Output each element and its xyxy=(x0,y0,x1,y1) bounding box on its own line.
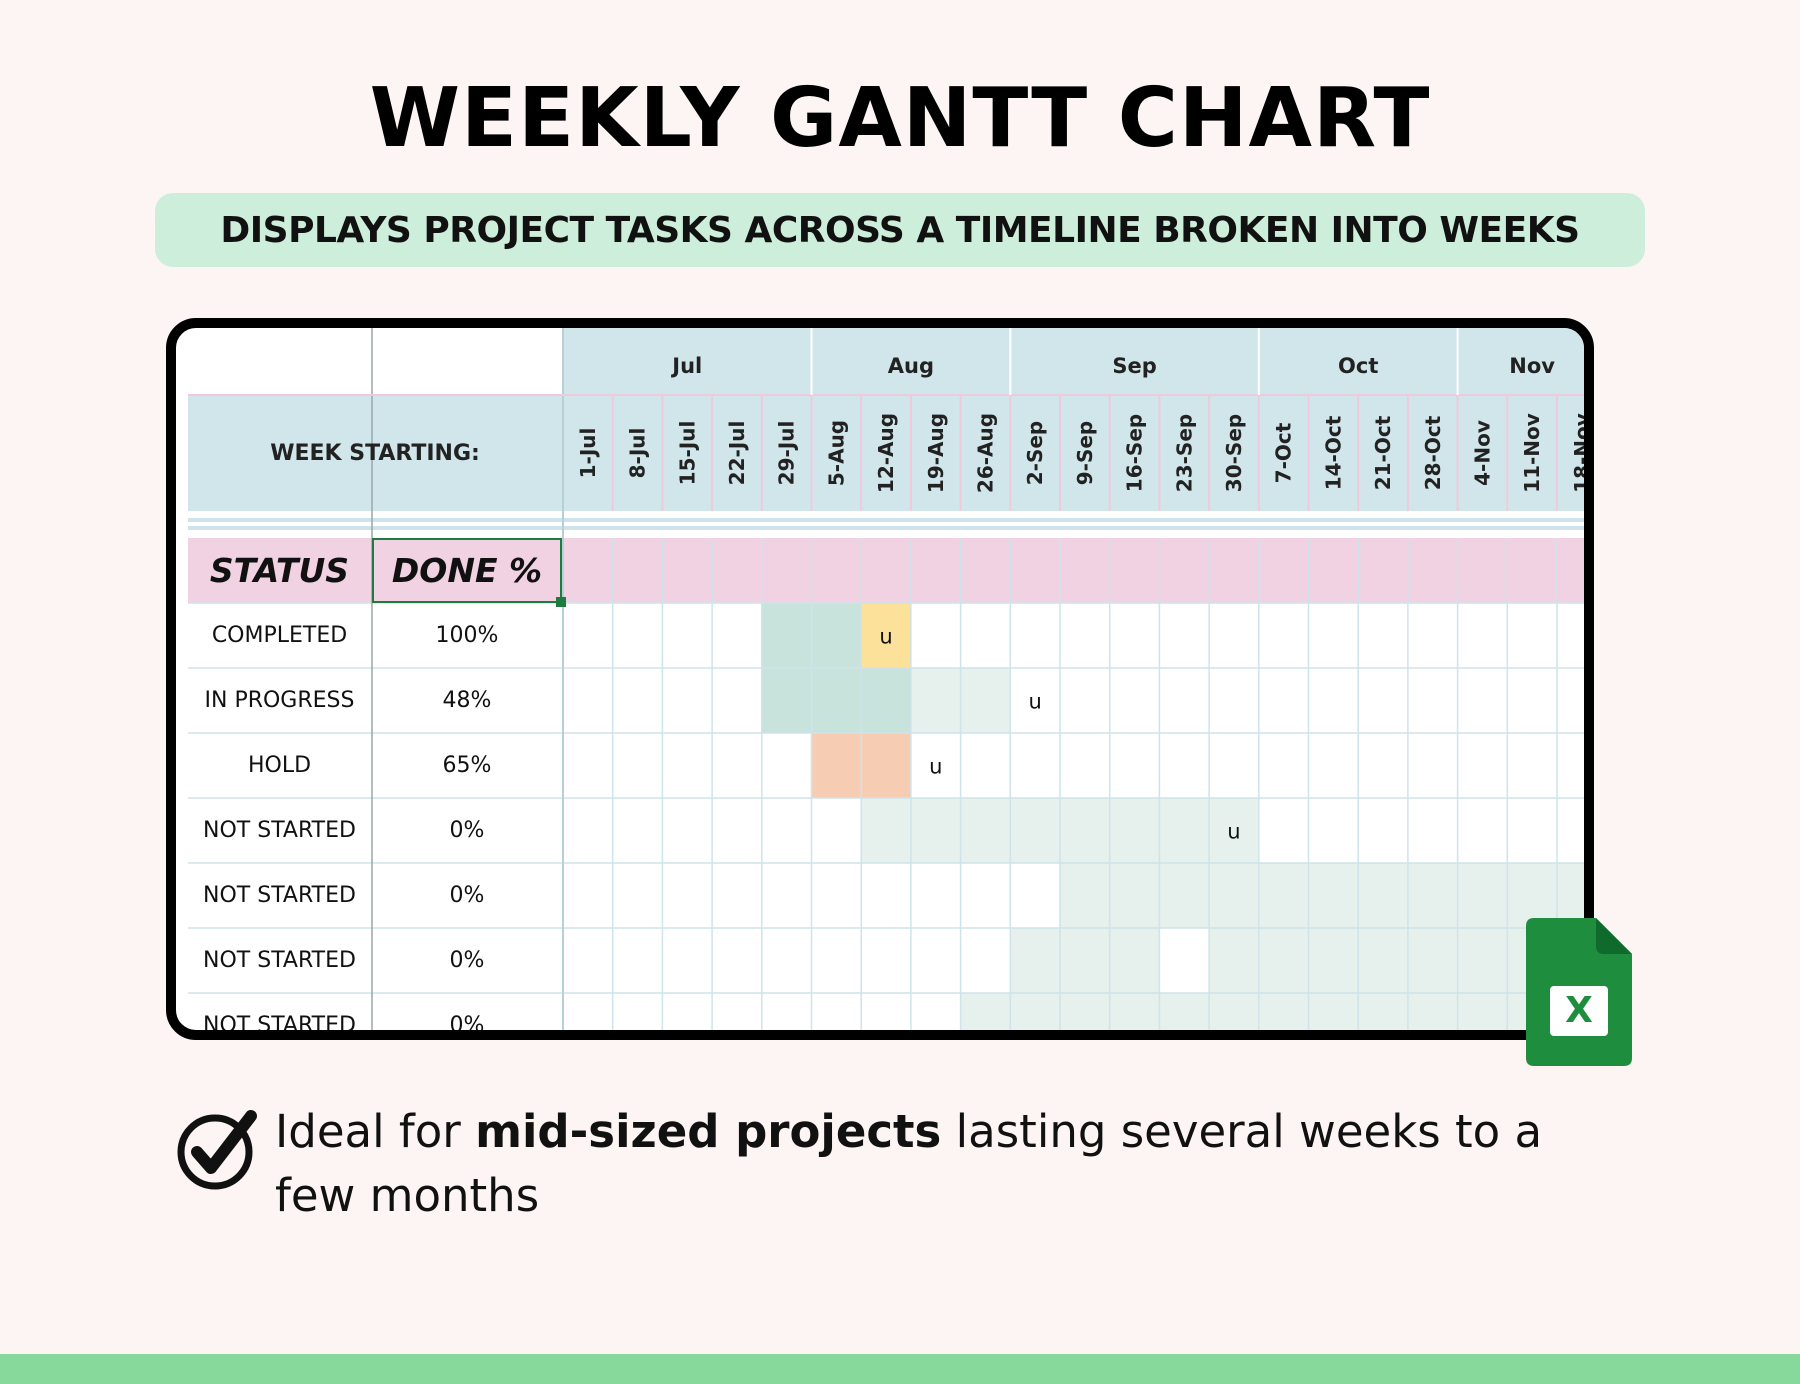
week-label: 29-Jul xyxy=(775,421,799,486)
spreadsheet-frame: u u u u Jul Aug Sep Oct Nov 1-Jul 8-Jul 15-Jul 22-Ju… xyxy=(166,318,1594,1040)
row-status: NOT STARTED xyxy=(203,1013,356,1038)
week-label: 19-Aug xyxy=(924,413,948,493)
subtitle-pill: DISPLAYS PROJECT TASKS ACROSS A TIMELINE… xyxy=(155,193,1645,267)
done-percent-header[interactable]: DONE % xyxy=(372,538,562,603)
excel-letter: X xyxy=(1565,990,1593,1031)
page-title: WEEKLY GANTT CHART xyxy=(369,71,1431,166)
gantt-grid: u u u u Jul Aug Sep Oct Nov 1-Jul 8-Jul 15-Jul 22-Ju… xyxy=(188,328,1584,1030)
week-label: 9-Sep xyxy=(1073,421,1097,486)
week-header-band xyxy=(188,395,1584,511)
month-header-band xyxy=(563,328,1584,395)
week-label: 11-Nov xyxy=(1520,413,1544,493)
header-separator xyxy=(188,511,1584,538)
status-header-row xyxy=(188,538,1584,603)
milestone-marker: u xyxy=(929,755,942,779)
row-status: HOLD xyxy=(247,753,312,778)
check-icon xyxy=(177,1110,257,1190)
milestone-marker: u xyxy=(879,625,892,649)
gantt-bar xyxy=(1209,928,1584,993)
month-label: Jul xyxy=(670,354,702,378)
week-label: 4-Nov xyxy=(1470,420,1494,486)
gantt-bar xyxy=(1060,863,1584,928)
row-status: IN PROGRESS xyxy=(204,688,355,713)
subtitle-text: DISPLAYS PROJECT TASKS ACROSS A TIMELINE… xyxy=(220,209,1580,251)
week-label: 23-Sep xyxy=(1172,414,1196,492)
row-status: NOT STARTED xyxy=(203,883,356,908)
row-done-percent: 0% xyxy=(449,948,485,973)
milestone-marker: u xyxy=(1028,690,1041,714)
row-done-percent: 0% xyxy=(449,1013,485,1038)
week-label: 15-Jul xyxy=(675,421,699,486)
gantt-bar xyxy=(1010,928,1160,993)
note-text-before: Ideal for xyxy=(275,1105,476,1158)
row-done-percent: 0% xyxy=(449,883,485,908)
gantt-bar xyxy=(960,993,1584,1030)
gantt-sheet: u u u u Jul Aug Sep Oct Nov 1-Jul 8-Jul 15-Jul 22-Ju… xyxy=(176,328,1584,1030)
week-label: 1-Jul xyxy=(576,428,600,479)
row-status: NOT STARTED xyxy=(203,948,356,973)
row-status: NOT STARTED xyxy=(203,818,356,843)
row-done-percent: 48% xyxy=(442,688,492,713)
week-label: 2-Sep xyxy=(1023,421,1047,486)
week-label: 22-Jul xyxy=(725,421,749,486)
milestone-marker: u xyxy=(1227,820,1240,844)
note-text-after: lasting several weeks to a few months xyxy=(275,1105,1543,1222)
week-label: 12-Aug xyxy=(874,413,898,493)
month-label: Nov xyxy=(1509,354,1555,378)
week-label: 14-Oct xyxy=(1321,415,1345,490)
week-label: 8-Jul xyxy=(626,428,650,479)
gantt-bar xyxy=(861,603,911,668)
status-header: STATUS xyxy=(209,551,350,590)
week-label: 18-Nov xyxy=(1570,413,1584,493)
week-label: 7-Oct xyxy=(1272,422,1296,483)
week-label: 5-Aug xyxy=(824,420,848,486)
week-label: 21-Oct xyxy=(1371,415,1395,490)
gantt-bar xyxy=(761,668,911,733)
excel-icon: X xyxy=(1526,918,1632,1066)
week-label: 16-Sep xyxy=(1123,414,1147,492)
week-label: 26-Aug xyxy=(973,413,997,493)
row-done-percent: 65% xyxy=(442,753,492,778)
week-label: 28-Oct xyxy=(1421,415,1445,490)
bottom-band xyxy=(0,1354,1800,1384)
month-label: Sep xyxy=(1112,354,1156,378)
note-text: Ideal for mid-sized projects lasting sev… xyxy=(275,1100,1605,1228)
week-label: 30-Sep xyxy=(1222,414,1246,492)
row-status: COMPLETED xyxy=(211,623,348,648)
month-label: Aug xyxy=(888,354,934,378)
month-label: Oct xyxy=(1338,354,1378,378)
note-bold: mid-sized projects xyxy=(475,1105,942,1158)
row-done-percent: 0% xyxy=(449,818,485,843)
row-done-percent: 100% xyxy=(435,623,499,648)
week-starting-label: WEEK STARTING: xyxy=(270,440,480,466)
